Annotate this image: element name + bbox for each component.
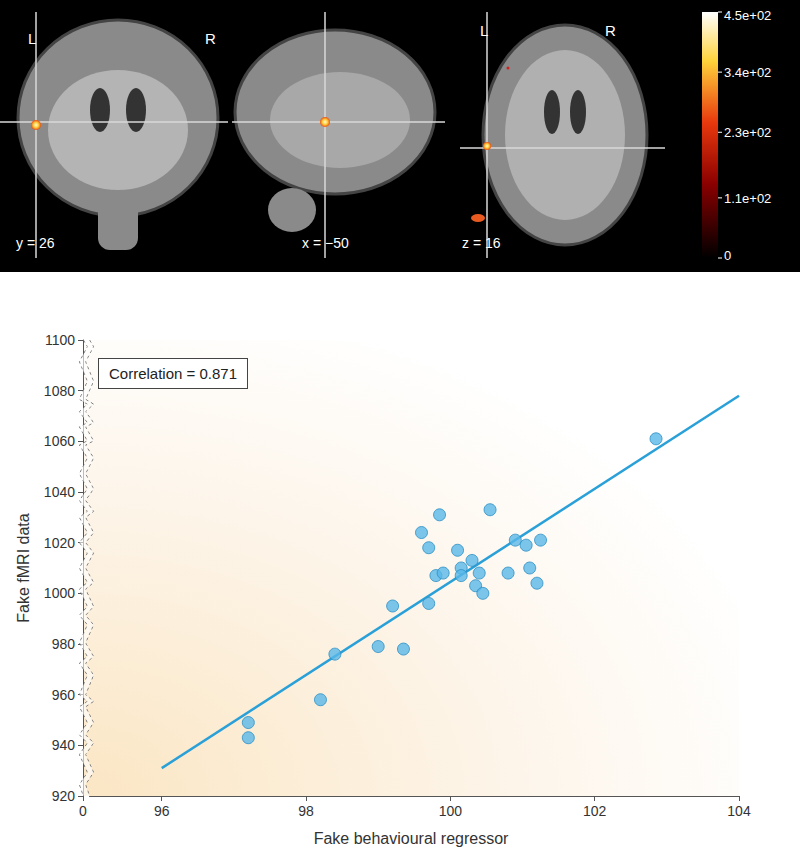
svg-text:Fake behavioural regressor: Fake behavioural regressor	[314, 830, 509, 847]
svg-text:102: 102	[583, 803, 607, 819]
svg-text:1060: 1060	[44, 433, 75, 449]
svg-text:R: R	[605, 22, 616, 39]
svg-text:100: 100	[439, 803, 463, 819]
svg-text:L: L	[28, 30, 36, 47]
svg-text:104: 104	[727, 803, 751, 819]
svg-text:0: 0	[79, 803, 87, 819]
svg-text:920: 920	[52, 788, 76, 804]
svg-text:940: 940	[52, 737, 76, 753]
svg-text:1.1e+02: 1.1e+02	[724, 191, 771, 206]
svg-text:y = 26: y = 26	[16, 235, 55, 251]
svg-text:4.5e+02: 4.5e+02	[724, 8, 771, 23]
svg-text:2.3e+02: 2.3e+02	[724, 125, 771, 140]
svg-text:1100: 1100	[45, 332, 75, 348]
svg-text:z = 16: z = 16	[462, 235, 501, 251]
svg-text:1000: 1000	[44, 585, 75, 601]
svg-text:x = −50: x = −50	[302, 235, 349, 251]
svg-text:3.4e+02: 3.4e+02	[724, 65, 771, 80]
svg-text:1080: 1080	[44, 383, 75, 399]
svg-text:1040: 1040	[44, 484, 75, 500]
svg-text:96: 96	[154, 803, 170, 819]
svg-text:960: 960	[52, 687, 76, 703]
svg-text:Correlation = 0.871: Correlation = 0.871	[109, 365, 237, 382]
svg-text:980: 980	[52, 636, 76, 652]
svg-text:L: L	[480, 22, 488, 39]
svg-text:1020: 1020	[44, 535, 75, 551]
svg-text:0: 0	[724, 248, 731, 263]
svg-text:R: R	[205, 30, 216, 47]
svg-text:Fake fMRI data: Fake fMRI data	[15, 513, 32, 622]
svg-text:98: 98	[298, 803, 314, 819]
